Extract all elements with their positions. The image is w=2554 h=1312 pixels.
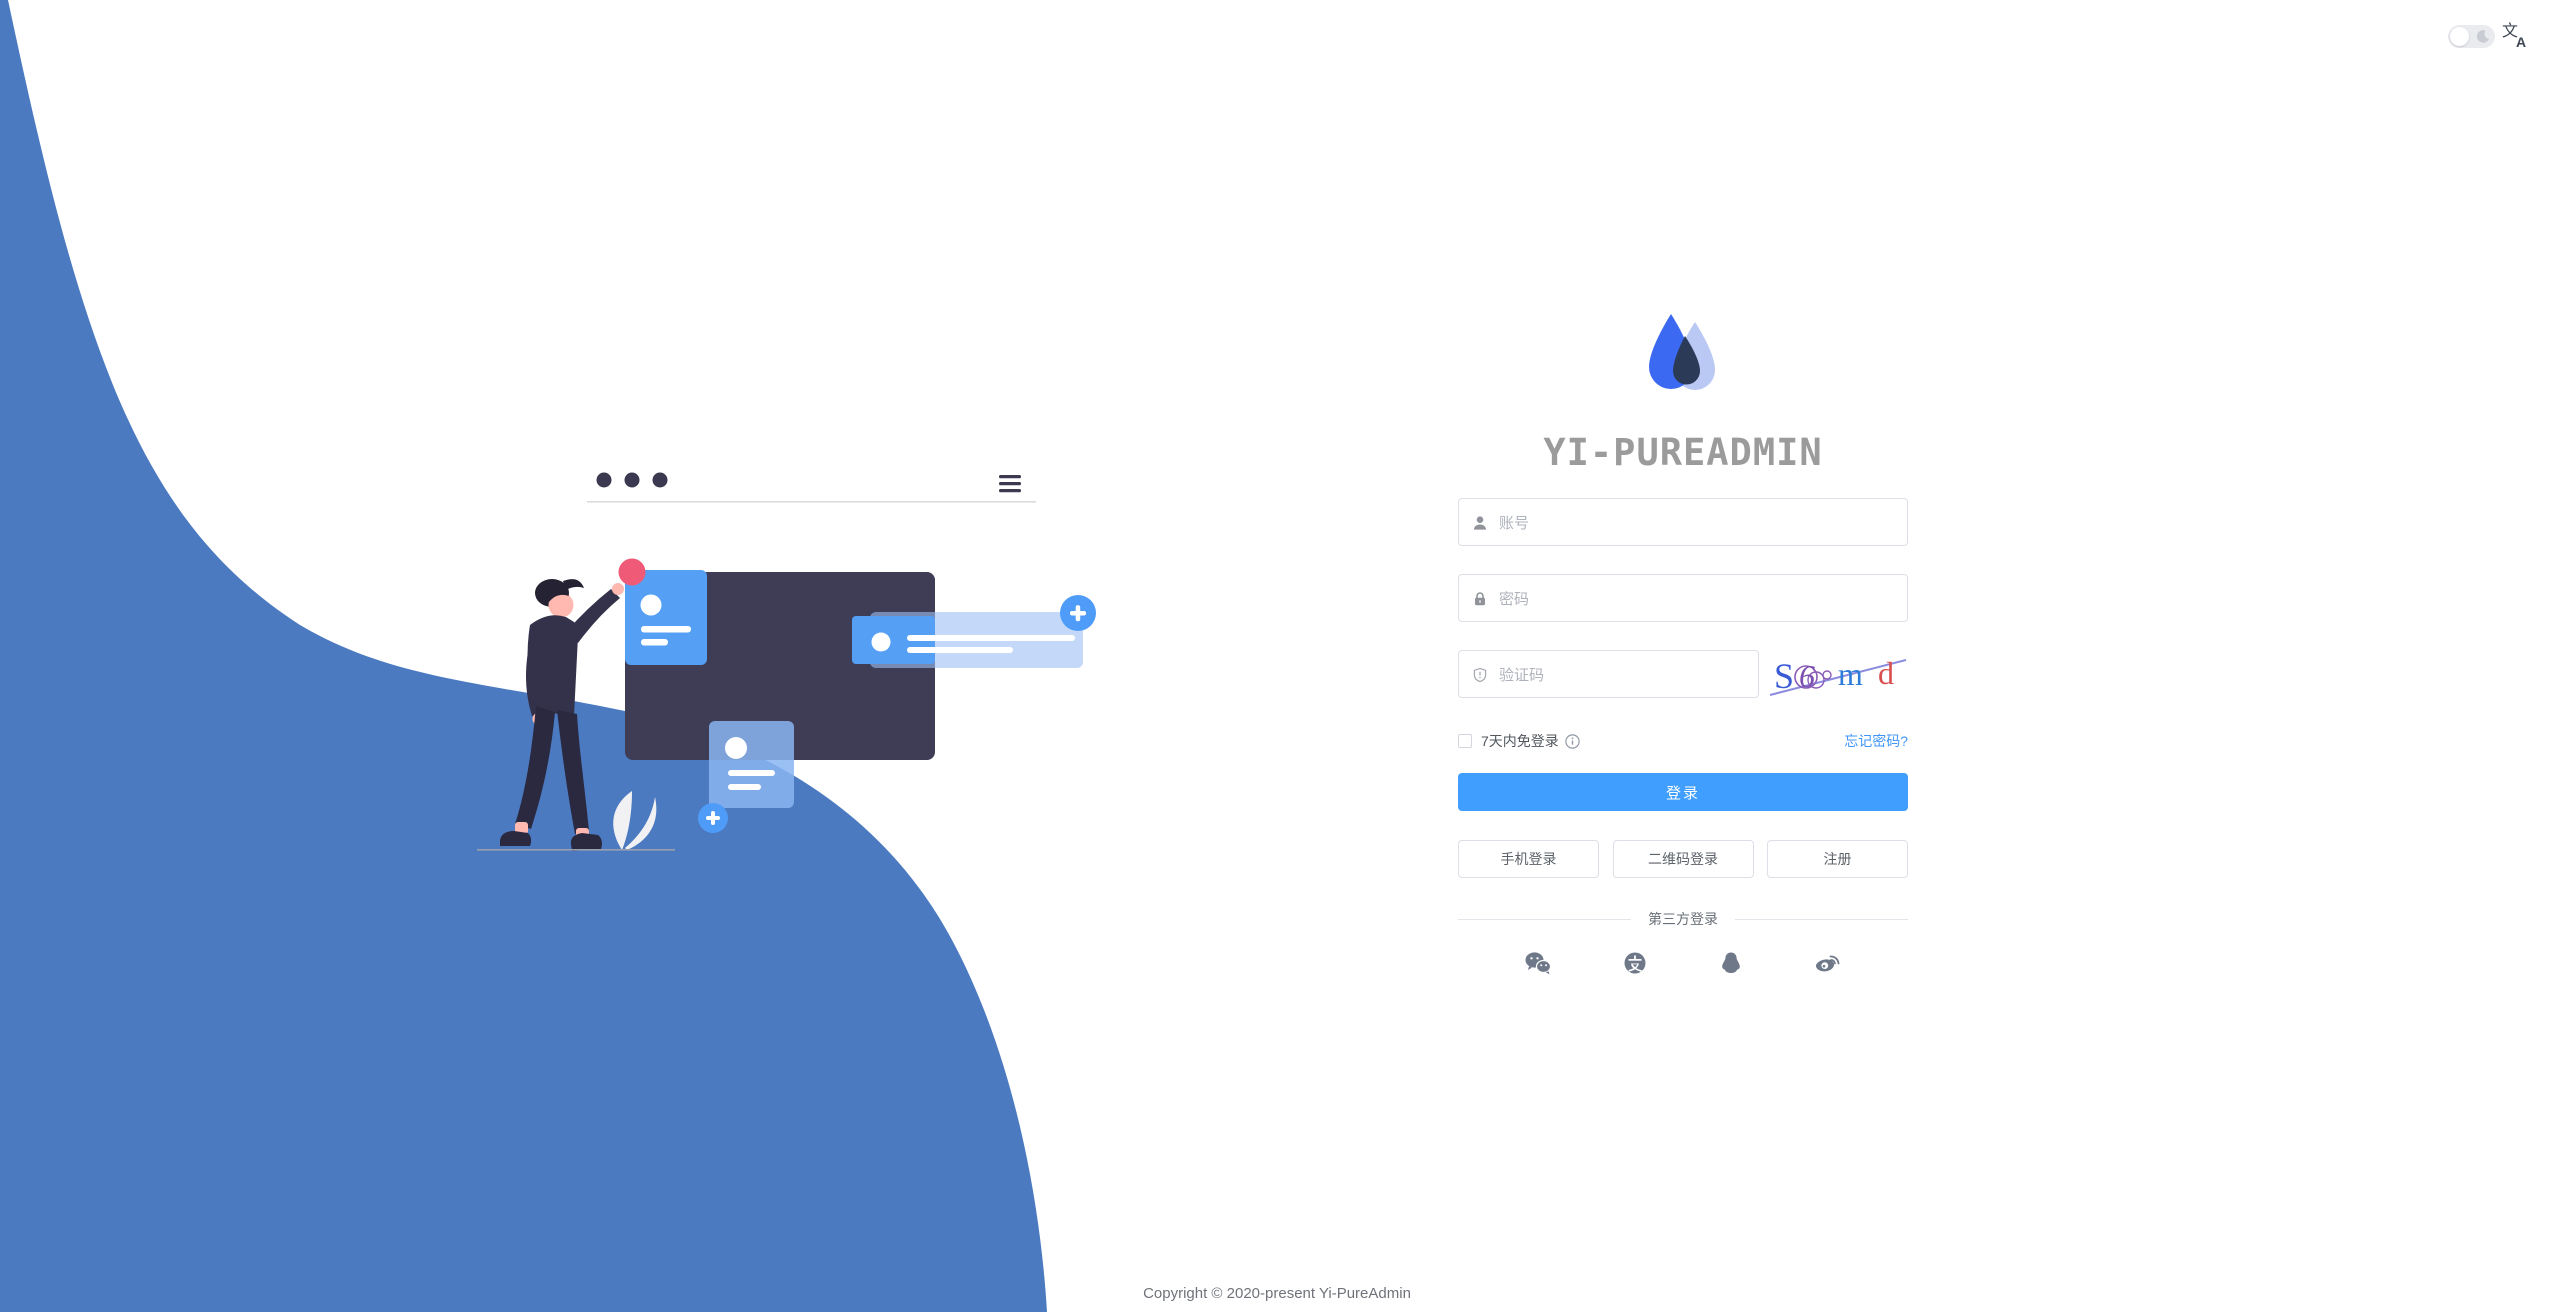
- captcha-image[interactable]: S 6 m d: [1768, 651, 1908, 697]
- alt-login-row: 手机登录 二维码登录 注册: [1458, 840, 1908, 878]
- ground-line: [477, 849, 675, 851]
- login-panel: YI-PUREADMIN S 6: [1458, 310, 1908, 976]
- third-party-divider: 第三方登录: [1458, 909, 1908, 929]
- register-button[interactable]: 注册: [1767, 840, 1908, 878]
- wechat-icon[interactable]: [1525, 950, 1551, 976]
- notification-bar: [852, 595, 1096, 668]
- app-logo-drop-icon: [1649, 314, 1715, 390]
- captcha-letter: m: [1838, 656, 1863, 692]
- remember-label: 7天内免登录: [1481, 733, 1559, 749]
- captcha-letter: S: [1774, 656, 1794, 696]
- moon-icon: [2476, 30, 2489, 43]
- captcha-letter: d: [1878, 655, 1894, 691]
- phone-login-button[interactable]: 手机登录: [1458, 840, 1599, 878]
- options-row: 7天内免登录 忘记密码?: [1458, 731, 1908, 751]
- password-input[interactable]: [1497, 575, 1901, 623]
- hamburger-icon: [999, 475, 1021, 493]
- lock-icon: [1475, 592, 1485, 606]
- qr-login-button[interactable]: 二维码登录: [1612, 840, 1754, 878]
- red-dot: [618, 558, 646, 586]
- copyright-footer: Copyright © 2020-present Yi-PureAdmin: [1143, 1285, 1411, 1302]
- top-card: [618, 558, 707, 665]
- toggle-knob: [2450, 27, 2469, 46]
- forgot-password-link[interactable]: 忘记密码?: [1844, 733, 1908, 749]
- leaf: [613, 791, 657, 850]
- divider-label: 第三方登录: [1648, 911, 1718, 927]
- app-title: YI-PUREADMIN: [1543, 431, 1823, 474]
- shield-icon: [1473, 667, 1487, 683]
- svg-text:A: A: [2516, 34, 2526, 48]
- browser-header: [587, 472, 1036, 503]
- divider-line: [1458, 918, 1631, 920]
- user-icon: [1474, 516, 1486, 530]
- login-illustration: [477, 472, 1096, 851]
- weibo-icon[interactable]: [1815, 950, 1841, 976]
- info-icon[interactable]: [1565, 733, 1580, 749]
- theme-toggle[interactable]: [2448, 25, 2495, 48]
- bottom-card: [698, 721, 794, 833]
- account-input[interactable]: [1497, 499, 1901, 547]
- qq-icon[interactable]: [1718, 950, 1744, 976]
- captcha-row: S 6 m d: [1458, 650, 1908, 699]
- account-field: [1458, 498, 1908, 547]
- captcha-letter: 6: [1799, 658, 1815, 694]
- captcha-field: [1458, 650, 1759, 699]
- svg-text:文: 文: [2502, 22, 2518, 40]
- login-button[interactable]: 登录: [1458, 773, 1908, 811]
- remember-checkbox[interactable]: [1458, 734, 1472, 748]
- alipay-icon[interactable]: [1622, 950, 1648, 976]
- password-field: [1458, 574, 1908, 623]
- captcha-input[interactable]: [1497, 651, 1752, 699]
- divider-line: [1735, 918, 1908, 920]
- person: [500, 579, 624, 851]
- social-login-row: [1458, 950, 1908, 976]
- translate-icon[interactable]: 文 A: [2502, 21, 2530, 48]
